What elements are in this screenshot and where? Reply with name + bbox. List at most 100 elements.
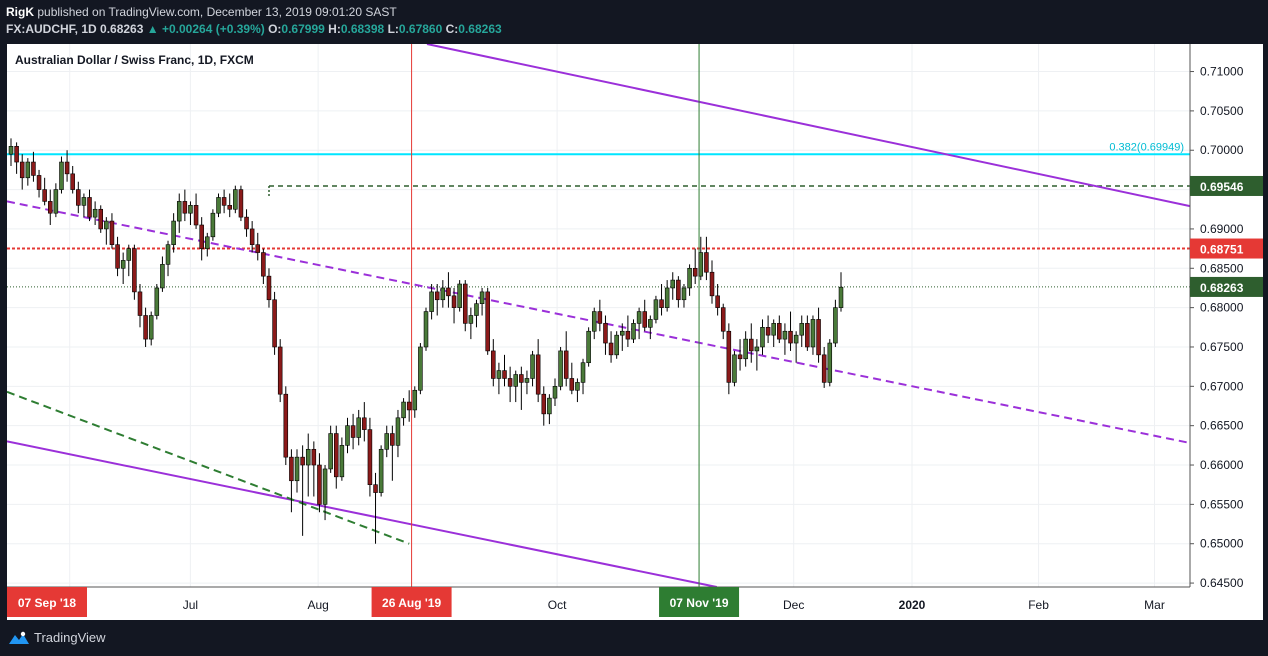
date-marker-box [7,587,87,617]
candle-body [715,295,720,308]
price-label: 0.69546 [1200,180,1244,194]
symbol-label: FX:AUDCHF, 1D [6,22,97,36]
published-text: published on TradingView.com, December 1… [37,5,397,19]
candle-body [53,189,59,214]
date-marker-box [659,587,740,617]
brand-name[interactable]: TradingView [34,630,106,645]
candle-body [216,197,221,214]
candle-body [816,319,821,356]
candle-body [440,287,446,301]
candle-body [636,311,642,324]
candle-body [160,264,165,289]
candle-body [827,342,833,383]
author-name[interactable]: RigK [6,5,34,19]
price-axis[interactable]: 0.710000.705000.700000.695000.690000.685… [1189,44,1263,590]
candle-body [176,201,182,222]
candle-body [457,283,462,308]
y-tick-label: 0.67500 [1200,340,1244,354]
price-chart[interactable]: 0.382(0.69949) 0.71000 0.70500 0.70000 0.69… [7,44,1263,620]
candle-body [507,378,513,387]
x-tick-label: Aug [307,598,328,612]
candle-body [749,338,754,352]
date-marker-label: 26 Aug '19 [382,596,441,610]
y-tick-label: 0.66000 [1200,458,1244,472]
trendline-lower-channel [7,440,718,588]
candle-body [462,283,468,324]
candle-body [664,287,670,308]
low-value: 0.67860 [398,22,443,36]
candles [8,138,844,544]
y-tick-label: 0.70500 [1200,104,1244,118]
trendline-upper-channel [426,44,1191,208]
x-tick-label: 2020 [899,598,926,612]
candle-body [670,279,676,289]
price-label: 0.68751 [1200,243,1244,257]
grid [7,44,1190,587]
candle-body [838,286,844,308]
candle-body [98,208,103,230]
candle-body [42,189,47,202]
horizontal-levels: 0.382(0.69949) [7,141,1190,288]
candle-body [373,484,378,493]
candle-body [625,330,631,340]
candle-body [378,448,384,493]
candle-body [143,315,148,340]
candle-body [109,220,115,245]
candle-body [64,161,70,175]
x-tick-label: Dec [783,598,804,612]
candle-body [14,146,19,163]
candle-body [648,319,653,328]
candle-body [154,287,160,316]
candle-body [356,417,361,438]
x-tick-label: Mar [1144,598,1165,612]
open-value: 0.67999 [281,22,325,36]
candle-body [390,433,395,446]
candle-body [334,433,339,478]
candle-body [104,220,109,230]
candle-body [227,205,232,210]
candle-body [754,346,760,352]
date-marker-box [371,587,452,617]
candle-body [261,252,266,277]
candle-body [115,244,120,269]
footer: TradingView [0,620,1268,656]
tradingview-logo-icon[interactable] [8,630,30,646]
y-tick-label: 0.68500 [1200,261,1244,275]
candle-body [300,456,305,466]
candle-body [474,303,479,316]
candle-body [418,346,423,391]
date-marker-label: 07 Sep '18 [18,596,77,610]
candle-body [732,354,737,383]
candle-body [681,287,687,301]
candle-body [603,323,608,344]
candle-body [317,464,322,505]
candle-body [8,146,14,155]
candle-body [429,291,434,312]
candle-body [580,362,586,383]
chart-title: Australian Dollar / Swiss Franc, 1D, FXC… [15,53,254,67]
candle-body [205,236,210,249]
candle-body [171,220,176,245]
candle-body [322,468,328,505]
y-tick-label: 0.65500 [1200,497,1244,511]
price-label-box [1190,238,1263,259]
candle-body [434,291,440,301]
candle-body [294,456,300,482]
candle-body [362,417,367,430]
candle-body [788,330,793,344]
candle-body [631,323,636,340]
candle-body [737,354,743,360]
candle-body [412,389,418,411]
publish-header: RigK published on TradingView.com, Decem… [0,0,1268,42]
candle-body [805,323,810,348]
candle-body [586,330,591,364]
chart-area[interactable]: 0.382(0.69949) 0.71000 0.70500 0.70000 0.69… [7,44,1263,620]
close-label: C: [445,22,459,36]
candle-body [266,275,272,301]
candle-body [328,433,333,470]
candle-body [614,334,619,356]
candle-body [777,323,782,340]
candle-body [283,393,289,458]
candle-body [810,319,816,348]
